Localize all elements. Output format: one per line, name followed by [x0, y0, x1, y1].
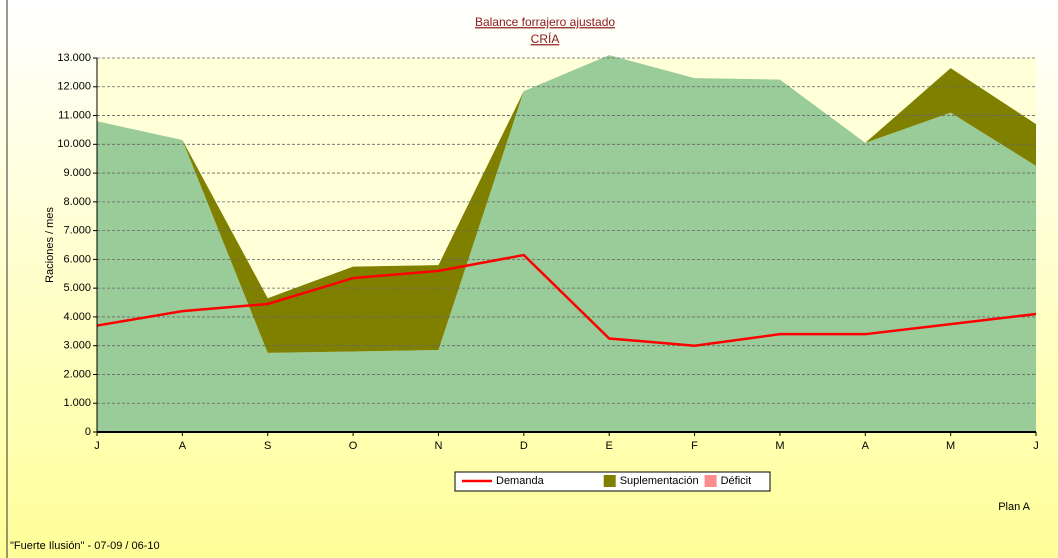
legend-label: Suplementación: [620, 475, 699, 487]
y-axis-label: Raciones / mes: [44, 207, 56, 283]
y-tick-label: 2.000: [63, 368, 91, 380]
plot: 0 1.000 2.000 3.000 4.000 5.000 6.000 7.000 8.00…: [57, 52, 1038, 452]
x-tick-label: F: [691, 440, 698, 452]
x-tick-label: A: [179, 440, 187, 452]
x-tick-label: D: [520, 440, 528, 452]
y-tick-label: 1.000: [63, 397, 91, 409]
x-tick-label: M: [775, 440, 784, 452]
y-tick-label: 12.000: [57, 81, 91, 93]
y-tick-label: 13.000: [57, 52, 91, 64]
x-tick-label: J: [94, 440, 100, 452]
y-tick-label: 8.000: [63, 196, 91, 208]
legend-label: Demanda: [496, 475, 545, 487]
x-tick-label: O: [349, 440, 358, 452]
legend-label: Déficit: [721, 475, 752, 487]
legend: Demanda Suplementación Déficit: [462, 475, 751, 487]
chart-subtitle: CRÍA: [531, 31, 560, 46]
legend-swatch: [603, 475, 616, 487]
x-tick-label: N: [434, 440, 442, 452]
x-tick-label: S: [264, 440, 271, 452]
chart-title: Balance forrajero ajustado: [475, 15, 615, 29]
line: [96, 253, 1037, 347]
footer: "Fuerte Ilusión" - 07-09 / 06-10: [10, 540, 160, 552]
y-tick-label: 3.000: [63, 340, 91, 352]
x-tick-label: J: [1033, 440, 1039, 452]
y-tick-label: 11.000: [58, 109, 91, 121]
x-tick-label: M: [946, 440, 955, 452]
area: [97, 55, 1036, 432]
y-tick-label: 0: [85, 426, 91, 438]
y-tick-label: 6.000: [63, 253, 91, 265]
x-tick-label: A: [862, 440, 870, 452]
y-tick-label: 5.000: [63, 282, 91, 294]
y-tick-label: 10.000: [57, 138, 91, 150]
y-tick-label: 9.000: [63, 167, 91, 179]
area: [97, 55, 1036, 353]
legend-swatch: [704, 475, 717, 487]
plan-label: Plan A: [998, 501, 1030, 513]
x-tick-label: E: [606, 440, 613, 452]
y-tick-label: 4.000: [63, 311, 91, 323]
y-tick-label: 7.000: [63, 225, 91, 237]
